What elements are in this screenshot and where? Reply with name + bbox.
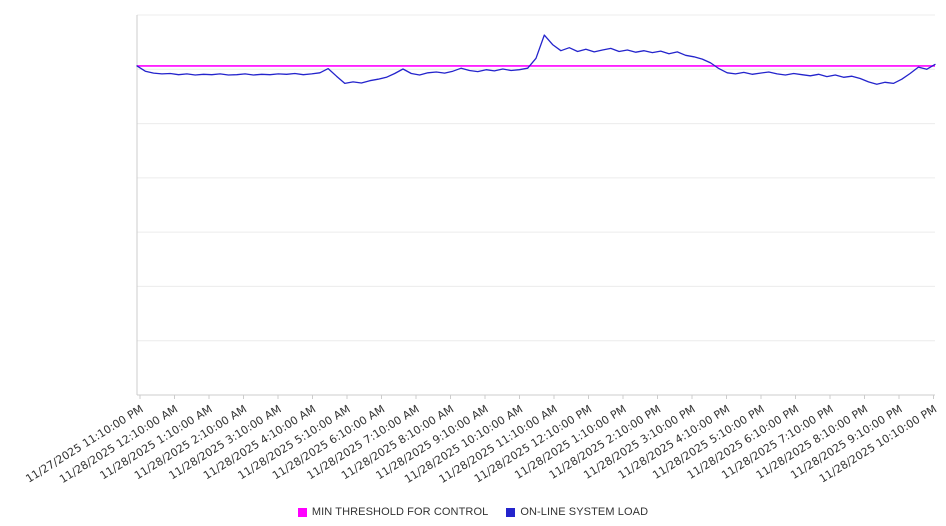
legend-label-system-load: ON-LINE SYSTEM LOAD [520, 506, 649, 518]
legend-item-system-load[interactable]: ON-LINE SYSTEM LOAD [506, 506, 648, 518]
system-load-line [136, 34, 936, 85]
gridlines [137, 14, 935, 342]
legend-item-min-threshold[interactable]: MIN THRESHOLD FOR CONTROL [297, 506, 489, 518]
legend-label-threshold: MIN THRESHOLD FOR CONTROL [311, 506, 489, 518]
threshold-swatch-icon [297, 507, 307, 517]
axes [136, 15, 935, 396]
load-chart: 11/27/2025 11:10:00 PM 11/28/2025 12:10:0… [23, 14, 939, 487]
chart-legend: MIN THRESHOLD FOR CONTROL ON-LINE SYSTEM… [0, 506, 946, 518]
system-load-swatch-icon [506, 507, 516, 517]
x-axis-ticks [139, 395, 934, 399]
